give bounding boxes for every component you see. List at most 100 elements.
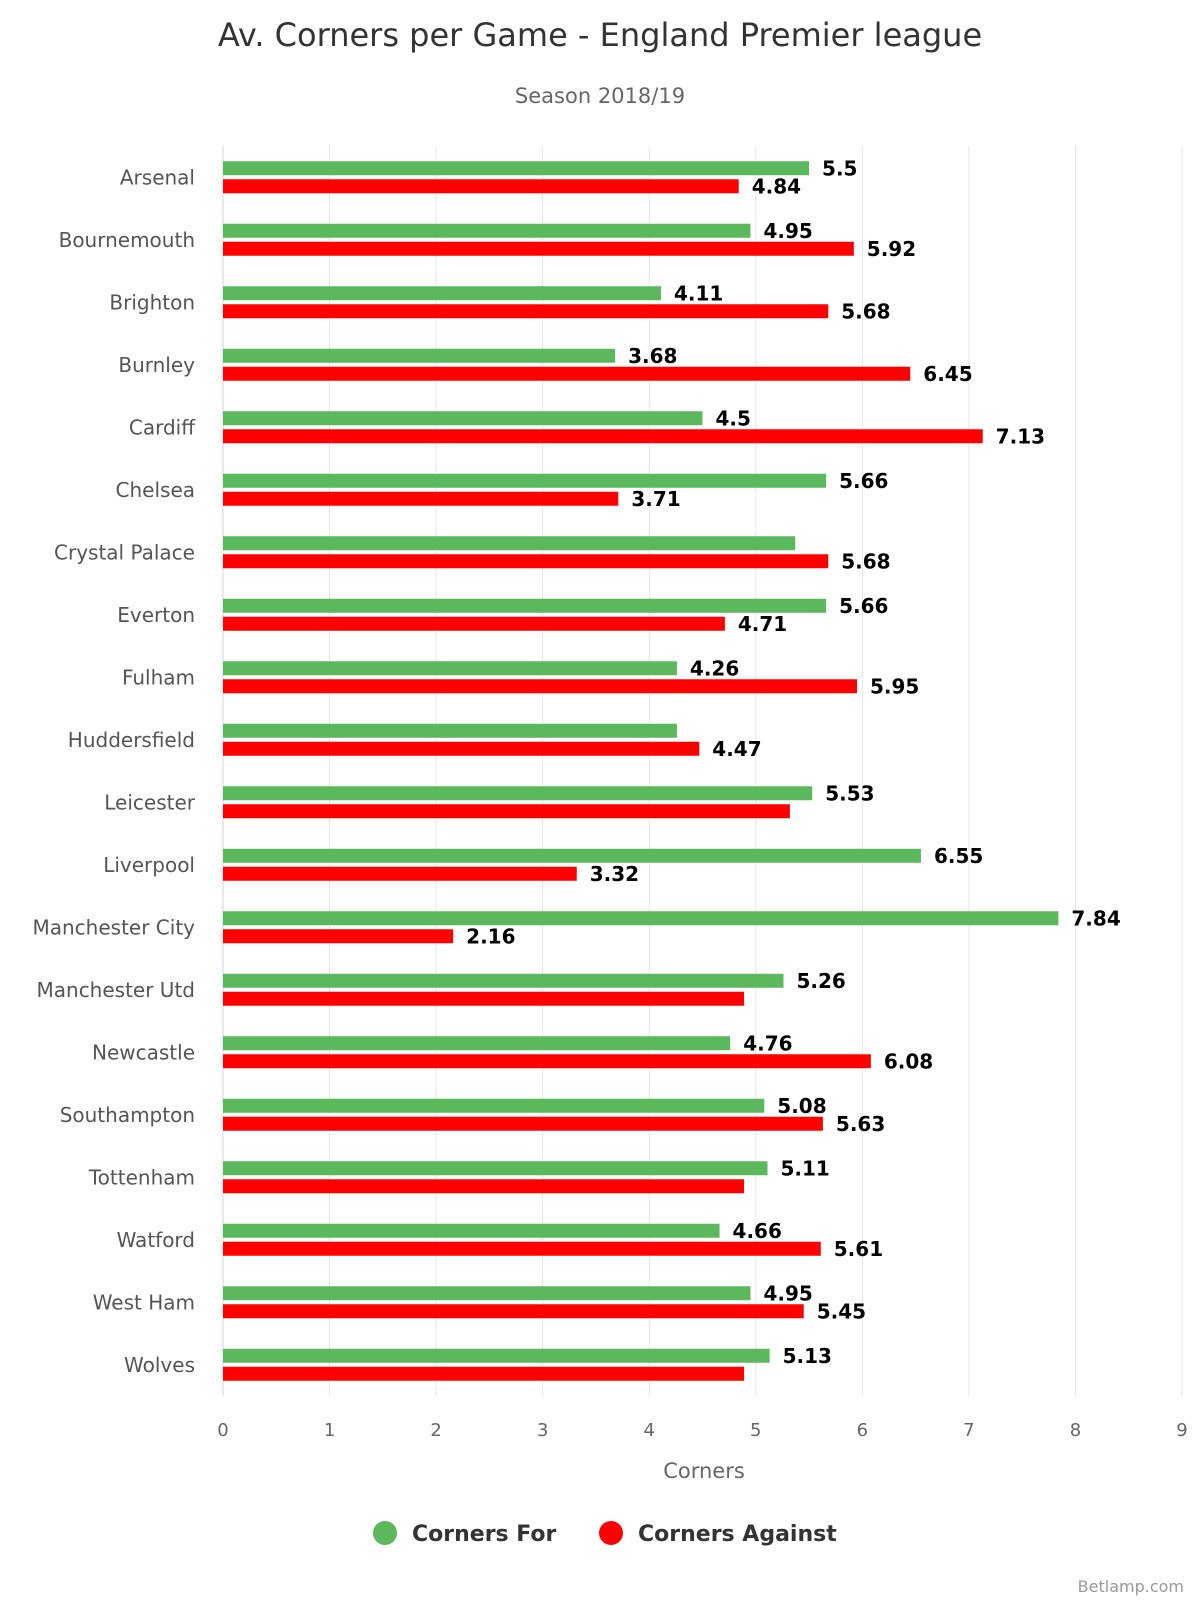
- data-label: 5.95: [870, 674, 919, 698]
- data-label: 4.11: [674, 281, 723, 305]
- bar-corners-for[interactable]: [223, 161, 810, 176]
- bar-corners-against[interactable]: [223, 804, 790, 819]
- data-label: 5.53: [825, 781, 874, 805]
- bar-corners-against[interactable]: [223, 1366, 745, 1381]
- legend-item[interactable]: Corners For: [373, 1521, 557, 1547]
- bar-corners-for[interactable]: [223, 973, 784, 988]
- category-label: Fulham: [122, 665, 195, 689]
- category-label: Cardiff: [129, 415, 196, 439]
- category-label: Southampton: [60, 1103, 195, 1127]
- bar-corners-against[interactable]: [223, 366, 911, 381]
- bar-corners-for[interactable]: [223, 473, 827, 488]
- x-tick-label: 9: [1176, 1420, 1187, 1441]
- category-label: Brighton: [109, 290, 195, 314]
- x-axis-title: Corners: [663, 1459, 745, 1483]
- data-label: 5.92: [867, 237, 916, 261]
- data-label: 3.32: [590, 862, 639, 886]
- x-tick-label: 6: [857, 1420, 868, 1441]
- x-tick-label: 7: [963, 1420, 974, 1441]
- category-label: Arsenal: [120, 165, 195, 189]
- data-label: 7.84: [1071, 906, 1120, 930]
- bar-corners-against[interactable]: [223, 1179, 745, 1194]
- category-label: Everton: [117, 603, 195, 627]
- data-label: 5.68: [841, 299, 890, 323]
- bar-corners-against[interactable]: [223, 929, 454, 944]
- grid-lines: [222, 146, 1183, 1396]
- data-label: 5.68: [841, 549, 890, 573]
- category-label: Manchester City: [32, 915, 195, 939]
- data-label: 5.45: [817, 1299, 866, 1323]
- bar-corners-for[interactable]: [223, 223, 751, 238]
- x-tick-label: 0: [217, 1420, 228, 1441]
- bar-corners-for[interactable]: [223, 411, 703, 426]
- category-labels: Arsenal Bournemouth Brighton Burnley Cardiff…: [32, 165, 196, 1377]
- credit-label[interactable]: Betlamp.com: [1078, 1577, 1184, 1596]
- legend-item[interactable]: Corners Against: [599, 1521, 837, 1547]
- data-label: 5.61: [834, 1237, 883, 1261]
- x-tick-label: 2: [430, 1420, 441, 1441]
- category-label: Watford: [117, 1228, 195, 1252]
- data-label: 4.5: [716, 406, 751, 430]
- bar-corners-against[interactable]: [223, 304, 829, 319]
- x-tick-label: 3: [537, 1420, 548, 1441]
- category-label: Liverpool: [103, 853, 195, 877]
- bar-corners-for[interactable]: [223, 1036, 731, 1051]
- x-tick-label: 4: [643, 1420, 654, 1441]
- bar-corners-against[interactable]: [223, 866, 577, 881]
- category-label: Burnley: [118, 353, 195, 377]
- bar-corners-for[interactable]: [223, 848, 921, 863]
- bar-corners-against[interactable]: [223, 491, 619, 506]
- x-tick-label: 1: [324, 1420, 335, 1441]
- data-label: 3.68: [628, 344, 677, 368]
- bar-corners-for[interactable]: [223, 598, 827, 613]
- bar-corners-against[interactable]: [223, 554, 829, 569]
- legend-label: Corners Against: [638, 1522, 837, 1547]
- bar-corners-against[interactable]: [223, 679, 858, 694]
- data-label: 4.71: [738, 612, 787, 636]
- bar-corners-for[interactable]: [223, 1161, 768, 1176]
- category-label: Bournemouth: [59, 228, 195, 252]
- bar-corners-against[interactable]: [223, 1241, 821, 1256]
- bar-corners-against[interactable]: [223, 241, 854, 256]
- bar-corners-against[interactable]: [223, 616, 725, 631]
- bar-corners-against[interactable]: [223, 741, 700, 756]
- data-label: 4.84: [752, 174, 801, 198]
- data-label: 5.66: [839, 469, 888, 493]
- data-label: 6.45: [923, 362, 972, 386]
- data-label: 6.55: [934, 844, 983, 868]
- bar-corners-against[interactable]: [223, 991, 745, 1006]
- category-label: Huddersfield: [68, 728, 195, 752]
- bar-corners-against[interactable]: [223, 1116, 823, 1131]
- bar-corners-against[interactable]: [223, 1304, 804, 1319]
- bar-corners-for[interactable]: [223, 661, 677, 676]
- bar-corners-against[interactable]: [223, 429, 983, 444]
- bar-corners-for[interactable]: [223, 348, 616, 363]
- x-tick-label: 5: [750, 1420, 761, 1441]
- bar-corners-for[interactable]: [223, 1098, 765, 1113]
- bar-corners-against[interactable]: [223, 1054, 871, 1069]
- legend[interactable]: Corners For Corners Against: [373, 1521, 837, 1547]
- bar-corners-for[interactable]: [223, 723, 677, 738]
- bar-corners-for[interactable]: [223, 286, 661, 301]
- chart-subtitle: Season 2018/19: [515, 84, 685, 108]
- bar-corners-for[interactable]: [223, 1223, 720, 1238]
- category-label: Wolves: [124, 1353, 195, 1377]
- category-label: Leicester: [104, 790, 196, 814]
- legend-symbol: [599, 1521, 623, 1545]
- category-label: Manchester Utd: [37, 978, 196, 1002]
- data-label: 3.71: [631, 487, 680, 511]
- data-label: 5.63: [836, 1112, 885, 1136]
- bar-corners-for[interactable]: [223, 536, 796, 551]
- bar-corners-for[interactable]: [223, 1286, 751, 1301]
- bar-corners-for[interactable]: [223, 1348, 770, 1363]
- bar-corners-for[interactable]: [223, 911, 1059, 926]
- bar-corners-for[interactable]: [223, 786, 813, 801]
- category-label: West Ham: [93, 1290, 195, 1314]
- data-label: 2.16: [466, 924, 515, 948]
- data-label: 5.11: [780, 1156, 829, 1180]
- bar-corners-against[interactable]: [223, 179, 739, 194]
- category-label: Newcastle: [92, 1040, 195, 1064]
- data-label: 4.95: [763, 1281, 812, 1305]
- data-label: 5.13: [783, 1344, 832, 1368]
